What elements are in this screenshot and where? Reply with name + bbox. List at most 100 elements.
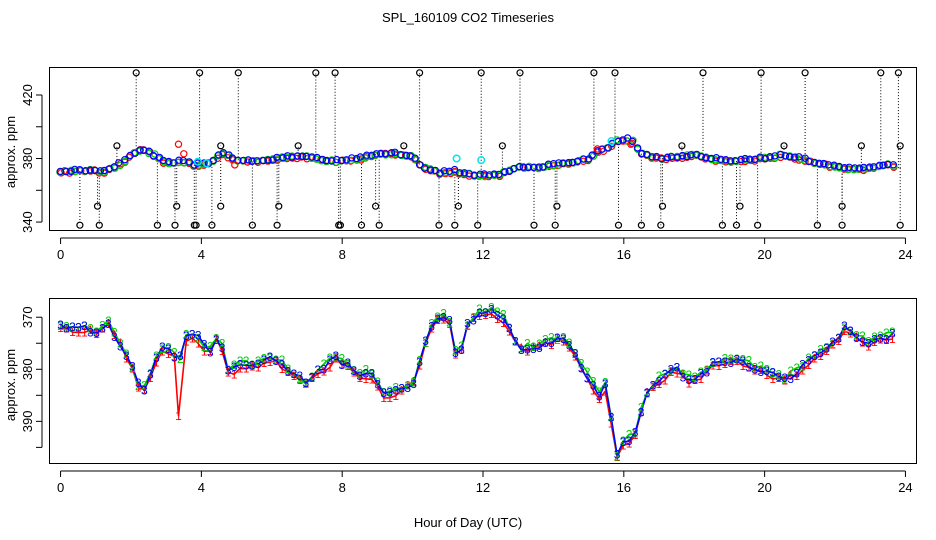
- bottom-series-1-marker: 1: [823, 344, 830, 358]
- top-series-3-point: [279, 153, 287, 162]
- bottom-series-3-marker: 3: [811, 349, 818, 363]
- bottom-series-2-marker: 2: [805, 351, 812, 365]
- bottom-series-1-marker: 1: [69, 325, 76, 339]
- top-series-3-point: [318, 155, 327, 164]
- bottom-series-1-marker: 1: [584, 371, 591, 385]
- top-series-3-point: [623, 134, 632, 142]
- bottom-series-2-marker: 2: [374, 375, 381, 389]
- bottom-series-2-marker: 2: [662, 367, 669, 381]
- outlier-low-3-point: [171, 221, 179, 229]
- top-series-3-point: [726, 157, 735, 165]
- outlier-low-6-point: [208, 221, 216, 229]
- outlier-mid-6-point: [553, 202, 561, 210]
- bottom-series-3-marker: 3: [398, 382, 405, 396]
- bottom-y-axis: 370 380 390: [20, 306, 43, 448]
- top-filtered-point-0: [193, 157, 202, 166]
- bottom-series-3-marker: 3: [75, 320, 82, 334]
- bottom-series-2-marker: 2: [356, 366, 363, 380]
- top-series-3-point: [565, 158, 573, 167]
- bottom-series-2-marker: 2: [554, 333, 561, 347]
- outlier-low-7-point: [248, 221, 256, 229]
- top-series-3-point: [810, 158, 819, 167]
- bottom-series-3-marker: 3: [733, 352, 740, 366]
- bottom-series-3-marker: 3: [674, 360, 681, 374]
- bottom-series-3-marker: 3: [542, 336, 549, 350]
- outlier-mid-8-point: [736, 202, 744, 210]
- top-series-3-point: [456, 169, 464, 177]
- top-series-3-point: [830, 161, 838, 169]
- bottom-series-3-marker: 3: [380, 386, 387, 400]
- bottom-series-3-marker: 3: [111, 330, 118, 344]
- top-series-3-point: [815, 159, 823, 167]
- bottom-series-1-marker: 1: [596, 392, 603, 406]
- top-plot-frame: [49, 67, 917, 231]
- bottom-series-3-marker: 3: [476, 306, 483, 320]
- bottom-series-2-marker: 2: [733, 352, 740, 366]
- bottom-series-1-marker: 1: [560, 334, 567, 348]
- bottom-series-2-marker: 2: [117, 336, 124, 350]
- bottom-series-1-marker: 1: [344, 359, 351, 373]
- bottom-x-tick-label: 4: [198, 480, 205, 495]
- bottom-series-2-marker: 2: [315, 363, 322, 377]
- bottom-series-2-marker: 2: [285, 362, 292, 376]
- bottom-x-tick-label: 16: [617, 480, 631, 495]
- bottom-x-axis: 0 4 8 12 16 20 24: [57, 470, 913, 495]
- bottom-series-2-marker: 2: [506, 321, 513, 335]
- bottom-series-2-marker: 2: [632, 427, 639, 441]
- outlier-low-15-point: [474, 221, 482, 229]
- bottom-series-3-marker: 3: [225, 364, 232, 378]
- bottom-series-3-marker: 3: [285, 364, 292, 378]
- top-series-3-point: [648, 153, 656, 161]
- bottom-series-3-marker: 3: [662, 368, 669, 382]
- bottom-series-2-marker: 2: [494, 305, 501, 319]
- bottom-series-2-marker: 2: [333, 350, 340, 364]
- bottom-series-3-marker: 3: [422, 334, 429, 348]
- bottom-series-2-marker: 2: [225, 363, 232, 377]
- outlier-high-6-point: [477, 69, 485, 77]
- bottom-series-1-marker: 1: [889, 332, 896, 346]
- bottom-series-1-marker: 1: [506, 325, 513, 339]
- top-filtered-point-2: [452, 154, 461, 163]
- bottom-series-1-marker: 1: [303, 376, 310, 390]
- bottom-series-2-marker: 2: [620, 434, 627, 448]
- bottom-series-1-marker: 1: [249, 360, 256, 374]
- bottom-series-1-marker: 1: [189, 331, 196, 345]
- outlier-mid-17-point: [857, 142, 866, 150]
- bottom-series-1-marker: 1: [739, 359, 746, 373]
- bottom-series-1-marker: 1: [279, 362, 286, 376]
- outlier-mid-1-point: [173, 202, 181, 210]
- bottom-series-2-marker: 2: [710, 356, 717, 370]
- bottom-series-2-marker: 2: [518, 342, 525, 356]
- bottom-series-2-marker: 2: [572, 347, 579, 361]
- bottom-series-2-marker: 2: [602, 376, 609, 390]
- top-x-tick-label: 4: [198, 247, 205, 262]
- top-series-3-point: [283, 152, 292, 160]
- bottom-series-1-marker: 1: [775, 371, 782, 385]
- bottom-series-3-marker: 3: [518, 343, 525, 357]
- bottom-series-3-marker: 3: [452, 346, 459, 360]
- top-x-tick-label: 0: [57, 247, 64, 262]
- bottom-series-2-marker: 2: [656, 369, 663, 383]
- bottom-series-3-marker: 3: [692, 373, 699, 387]
- bottom-series-1-marker: 1: [494, 312, 501, 326]
- bottom-series-2-marker: 2: [75, 320, 82, 334]
- bottom-series-3-marker: 3: [781, 371, 788, 385]
- bottom-series-1-marker: 1: [811, 351, 818, 365]
- bottom-series-3-marker: 3: [231, 360, 238, 374]
- top-series-3-point: [353, 154, 361, 163]
- bottom-series-1-marker: 1: [261, 356, 268, 370]
- bottom-series-2-marker: 2: [811, 349, 818, 363]
- bottom-series-3-marker: 3: [63, 322, 70, 336]
- top-series-3-point: [337, 156, 346, 165]
- bottom-series-3-marker: 3: [512, 335, 519, 349]
- top-x-tick-label: 12: [476, 247, 490, 262]
- bottom-series-1-marker: 1: [392, 389, 399, 403]
- top-series-3-point: [387, 148, 396, 157]
- top-series-3-point: [175, 156, 183, 164]
- top-series-2-point: [71, 167, 79, 176]
- bottom-series-2-marker: 2: [440, 306, 447, 320]
- top-series-3-point: [480, 170, 488, 178]
- bottom-series-2-marker: 2: [775, 368, 782, 382]
- bottom-y-tick-label: 390: [20, 410, 35, 432]
